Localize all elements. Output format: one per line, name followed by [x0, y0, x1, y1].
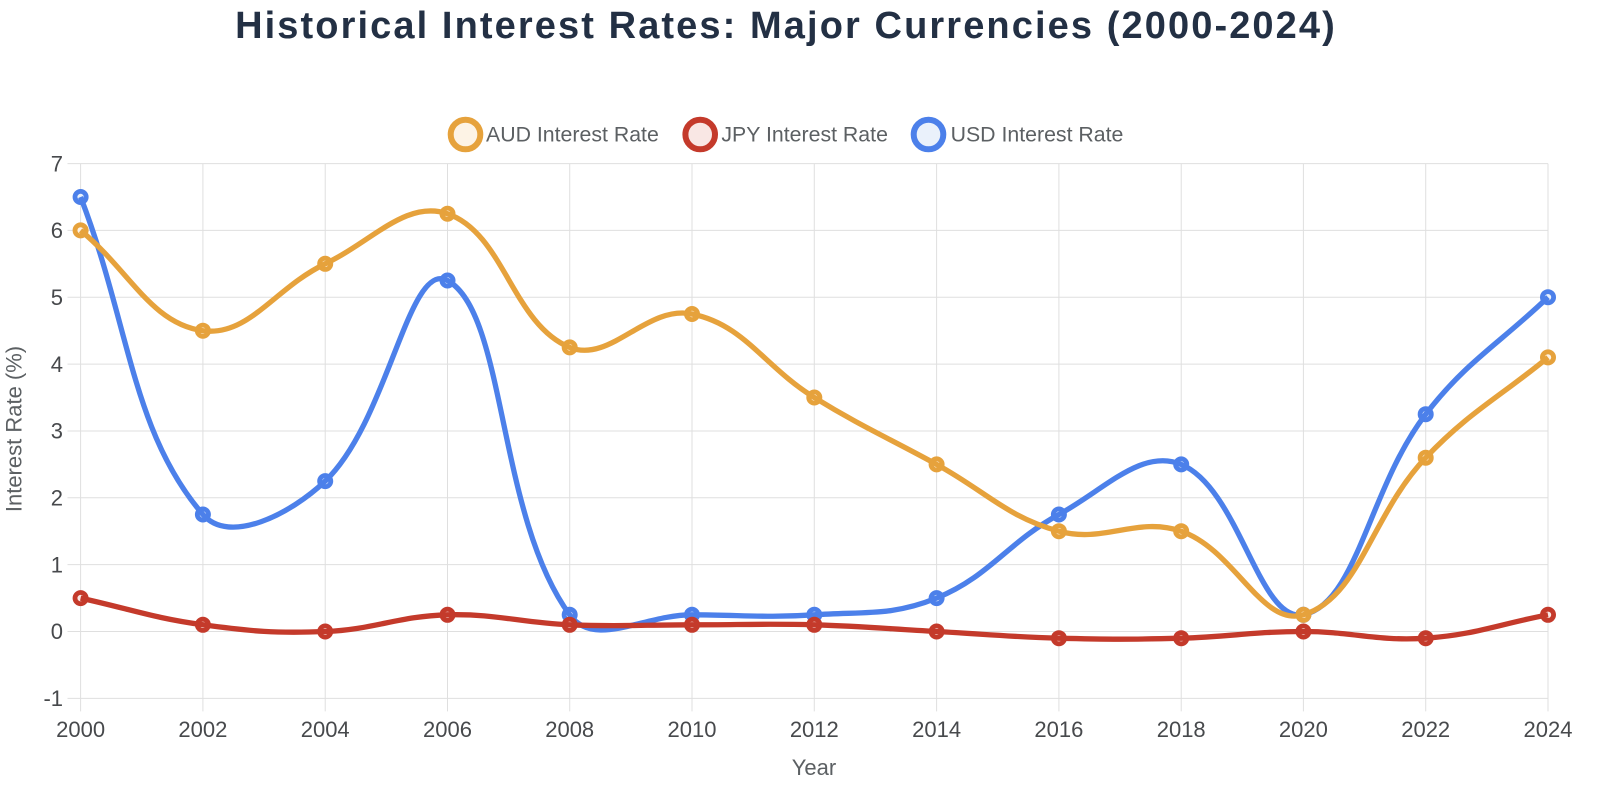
svg-text:Historical Interest Rates: Maj: Historical Interest Rates: Major Currenc… — [235, 5, 1337, 47]
svg-text:2024: 2024 — [1524, 717, 1573, 742]
svg-text:Year: Year — [792, 755, 836, 780]
svg-text:2004: 2004 — [301, 717, 350, 742]
svg-text:JPY Interest Rate: JPY Interest Rate — [721, 123, 888, 147]
svg-text:2018: 2018 — [1157, 717, 1206, 742]
svg-text:2: 2 — [51, 486, 63, 511]
svg-text:2002: 2002 — [178, 717, 227, 742]
svg-text:2020: 2020 — [1279, 717, 1328, 742]
svg-text:6: 6 — [51, 218, 63, 243]
svg-text:2006: 2006 — [423, 717, 472, 742]
svg-text:2016: 2016 — [1034, 717, 1083, 742]
svg-text:USD Interest Rate: USD Interest Rate — [951, 123, 1124, 147]
svg-text:Interest Rate (%): Interest Rate (%) — [2, 346, 27, 512]
svg-text:2012: 2012 — [790, 717, 839, 742]
svg-text:2008: 2008 — [545, 717, 594, 742]
svg-text:4: 4 — [51, 352, 63, 377]
svg-text:3: 3 — [51, 419, 63, 444]
svg-text:2022: 2022 — [1401, 717, 1450, 742]
svg-text:-1: -1 — [43, 686, 63, 711]
svg-text:2014: 2014 — [912, 717, 961, 742]
svg-text:7: 7 — [51, 151, 63, 176]
svg-text:0: 0 — [51, 619, 63, 644]
svg-text:1: 1 — [51, 552, 63, 577]
svg-text:AUD Interest Rate: AUD Interest Rate — [486, 123, 659, 147]
svg-text:2010: 2010 — [668, 717, 717, 742]
svg-text:2000: 2000 — [56, 717, 105, 742]
svg-text:5: 5 — [51, 285, 63, 310]
